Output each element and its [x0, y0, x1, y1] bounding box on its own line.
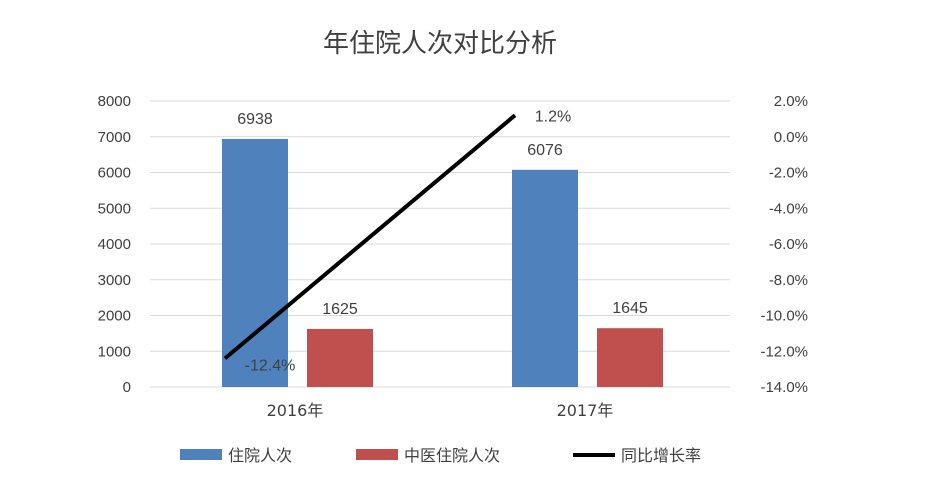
legend-swatch — [356, 449, 398, 460]
bar — [307, 328, 373, 387]
left-tick-label: 0 — [123, 379, 131, 396]
bar — [512, 169, 578, 387]
right-axis: -14.0% -12.0% -10.0% -8.0% -6.0% -4.0% -2.0% 0.… — [760, 93, 808, 396]
legend-swatch — [180, 449, 222, 460]
bar — [222, 138, 288, 387]
bar — [597, 328, 663, 387]
right-tick-label: -2.0% — [769, 165, 808, 182]
left-tick-label: 6000 — [98, 165, 131, 182]
left-axis: 0 1000 2000 3000 4000 5000 6000 7000 8000 — [98, 93, 131, 396]
category-axis: 2016年 2017年 — [267, 401, 614, 420]
right-tick-label: 2.0% — [774, 93, 808, 110]
right-tick-label: -8.0% — [769, 272, 808, 289]
category-label: 2016年 — [267, 401, 324, 420]
right-tick-label: 0.0% — [774, 129, 808, 146]
growth-rate-line — [223, 113, 517, 360]
left-tick-label: 8000 — [98, 93, 131, 110]
line-data-label: -12.4% — [245, 357, 296, 374]
bar-series: 6938 6076 1625 1645 — [222, 111, 663, 387]
category-label: 2017年 — [557, 401, 614, 420]
right-tick-label: -4.0% — [769, 200, 808, 217]
line-series: -12.4% 1.2% — [223, 108, 571, 374]
chart-title: 年住院人次对比分析 — [323, 29, 557, 59]
left-tick-label: 4000 — [98, 236, 131, 253]
left-tick-label: 2000 — [98, 308, 131, 325]
right-tick-label: -12.0% — [760, 343, 808, 360]
legend-label: 住院人次 — [228, 446, 292, 465]
legend: 住院人次 中医住院人次 同比增长率 — [180, 446, 701, 465]
line-data-label: 1.2% — [535, 108, 571, 125]
right-tick-label: -6.0% — [769, 236, 808, 253]
bar-data-label: 6076 — [527, 142, 563, 159]
left-tick-label: 3000 — [98, 272, 131, 289]
left-tick-label: 7000 — [98, 129, 131, 146]
right-tick-label: -14.0% — [760, 379, 808, 396]
bar-data-label: 1645 — [612, 300, 648, 317]
bar-data-label: 6938 — [237, 111, 273, 128]
legend-label: 中医住院人次 — [404, 446, 500, 465]
right-tick-label: -10.0% — [760, 308, 808, 325]
legend-label: 同比增长率 — [621, 446, 701, 465]
left-tick-label: 1000 — [98, 343, 131, 360]
left-tick-label: 5000 — [98, 200, 131, 217]
bar-data-label: 1625 — [322, 301, 358, 318]
